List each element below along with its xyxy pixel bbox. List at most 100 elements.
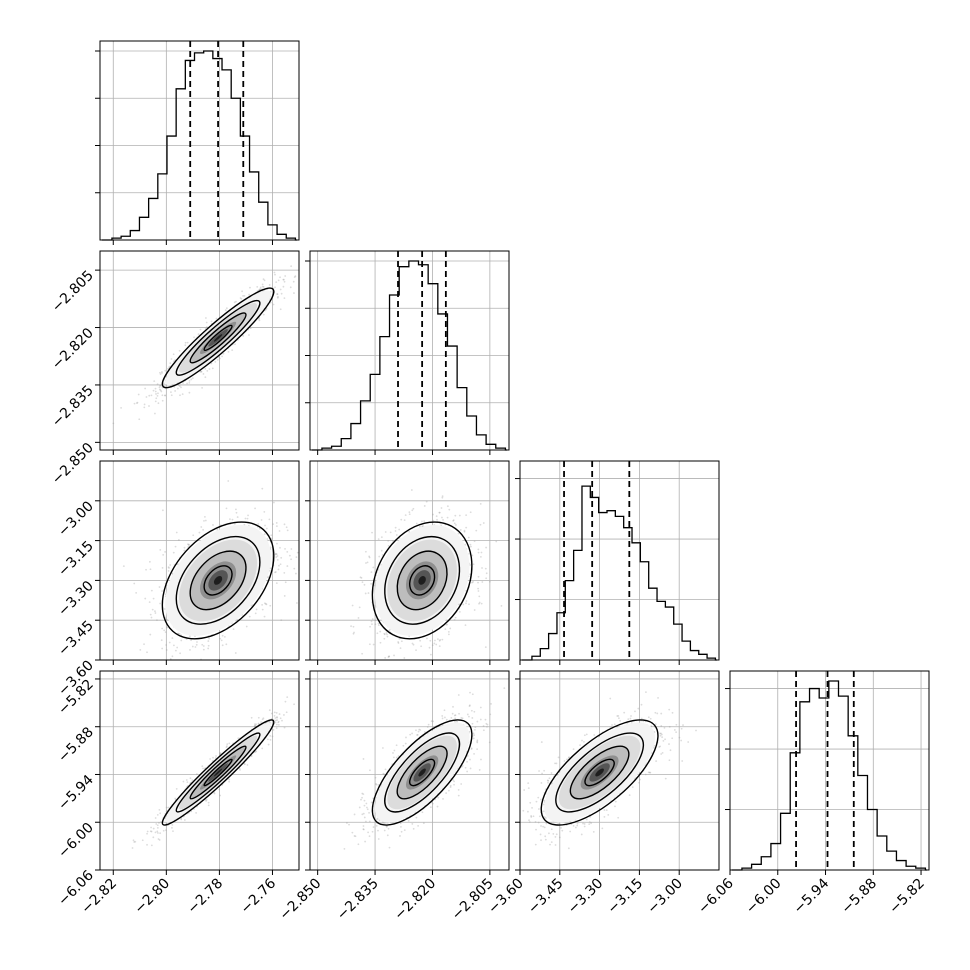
scatter-point [164,631,167,634]
scatter-point [457,532,460,535]
scatter-point [278,713,281,715]
scatter-point [481,581,484,583]
scatter-point [272,728,275,731]
scatter-point [255,750,258,753]
scatter-point [202,645,205,647]
scatter-point [175,788,178,790]
scatter-point [194,646,197,648]
scatter-point [172,644,175,647]
scatter-point [220,639,223,642]
scatter-point [262,278,265,281]
scatter-point [146,830,149,833]
scatter-point [478,595,481,598]
scatter-point [214,360,217,363]
scatter-point [264,602,266,605]
scatter-point [278,564,280,567]
scatter-point [190,378,193,381]
scatter-point [277,295,279,298]
scatter-point [155,397,158,400]
scatter-point [167,806,170,809]
scatter-point [158,808,161,811]
scatter-point [254,507,256,510]
scatter-point [480,551,483,554]
scatter-point [264,524,266,527]
scatter-point [272,501,275,504]
scatter-point [477,590,480,592]
scatter-point [207,640,210,642]
scatter-point [282,285,285,288]
scatter-point [204,515,206,518]
scatter-point [377,624,380,627]
scatter-point [112,422,115,425]
scatter-point [477,575,480,578]
scatter-point [186,543,189,546]
scatter-point [228,778,231,781]
axes-frame [309,460,510,661]
scatter-point [275,553,278,556]
scatter-point [152,597,155,600]
scatter-point [276,558,279,561]
scatter-point [157,402,160,405]
scatter-point [177,384,180,387]
scatter-point [169,564,172,566]
scatter-point [221,634,224,637]
scatter-point [379,630,382,633]
contour-line [189,312,247,364]
scatter-point [148,601,151,604]
scatter-point [172,830,174,833]
scatter-point [361,652,364,655]
scatter-point [263,615,266,618]
scatter-point [231,518,234,521]
scatter-point [179,652,181,655]
scatter-point [191,377,194,380]
scatter-point [195,643,198,646]
scatter-point [351,604,354,607]
scatter-point [271,735,274,738]
scatter-point [159,812,162,815]
histogram-panel-2 [515,460,720,661]
scatter-point [120,406,122,409]
scatter-point [488,580,491,583]
scatter-point [150,826,152,829]
scatter-point [286,551,289,553]
axes-frame [99,460,300,661]
scatter-point [160,639,163,642]
scatter-point [285,526,288,529]
scatter-point [387,656,390,658]
scatter-point [150,830,153,833]
scatter-point [441,495,444,497]
scatter-point [261,283,264,286]
scatter-point [234,343,236,346]
scatter-point [218,356,220,359]
scatter-point [274,273,276,276]
scatter-point [381,554,384,556]
scatter-point [408,513,411,516]
scatter-point [159,548,162,551]
scatter-point [363,583,366,586]
scatter-point [261,487,264,490]
scatter-point [276,555,279,557]
scatter-point [244,517,247,520]
axes-frame [309,250,510,451]
scatter-point [231,349,234,352]
scatter-point [383,632,386,635]
scatter-point [178,632,181,635]
scatter-point [357,617,360,619]
scatter-point [276,542,278,545]
scatter-point [242,335,245,337]
contour-line [203,324,233,352]
scatter-point [275,525,278,528]
scatter-point [300,554,302,556]
scatter-point [235,511,238,514]
scatter-point [163,608,166,610]
scatter-point [272,523,275,526]
scatter-point [433,642,436,645]
scatter-point [275,552,277,555]
scatter-point [257,317,260,320]
scatter-point [471,554,474,557]
scatter-point [273,714,276,717]
scatter-point [276,296,279,299]
scatter-point [137,393,140,396]
scatter-point [151,608,154,611]
scatter-point [373,584,376,587]
